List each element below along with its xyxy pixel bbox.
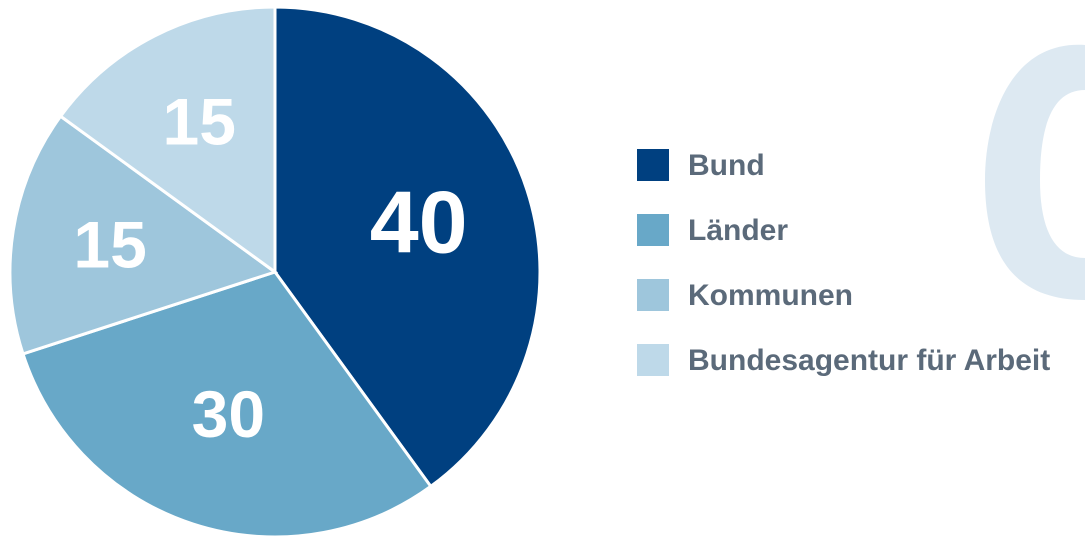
pie-slice xyxy=(8,114,279,356)
background-decoration xyxy=(985,44,1085,300)
legend-label: Länder xyxy=(688,214,788,247)
legend-label: Bundesagentur für Arbeit xyxy=(688,344,1050,377)
legend-swatch xyxy=(637,279,669,311)
legend-swatch xyxy=(637,214,669,246)
legend-swatch xyxy=(637,344,669,376)
legend-label: Kommunen xyxy=(688,279,853,312)
pie-slice xyxy=(273,5,542,489)
slice-label: 15 xyxy=(73,207,146,281)
legend-label: Bund xyxy=(688,149,765,182)
slice-label: 15 xyxy=(162,85,235,159)
slice-label: 40 xyxy=(370,173,468,272)
slice-label: 30 xyxy=(192,377,265,451)
pie-slice xyxy=(21,270,433,536)
pie-slice xyxy=(58,5,277,275)
legend-swatch xyxy=(637,149,669,181)
